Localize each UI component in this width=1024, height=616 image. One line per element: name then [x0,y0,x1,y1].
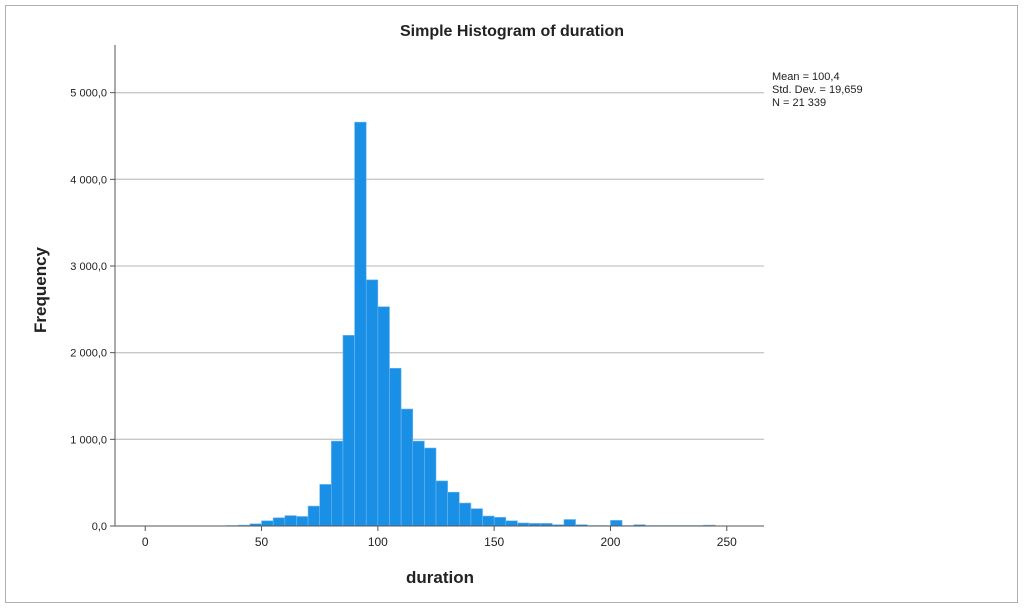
x-tick-label: 200 [600,535,620,549]
y-axis-label: Frequency [31,246,50,333]
histogram-bar [471,509,483,526]
histogram-bar [355,122,367,526]
x-tick-label: 100 [368,535,388,549]
y-tick-label: 0,0 [92,521,107,533]
stat-mean: Mean = 100,4 [772,71,840,83]
histogram-bar [389,368,401,526]
stat-n: N = 21 339 [772,97,826,109]
y-tick-label: 5 000,0 [70,88,107,100]
x-tick-label: 250 [717,535,737,549]
histogram-bar [413,441,425,526]
histogram-bar [506,521,518,526]
histogram-bar [459,503,471,526]
chart-frame [6,6,1018,603]
histogram-bar [610,520,622,526]
x-tick-label: 50 [255,535,269,549]
y-tick-label: 2 000,0 [70,348,107,360]
histogram-bar [401,409,413,526]
histogram-bar [424,448,436,526]
y-tick-label: 4 000,0 [70,174,107,186]
histogram-bar [320,484,332,526]
histogram-bar [262,521,274,526]
x-tick-label: 150 [484,535,504,549]
x-tick-label: 0 [142,535,149,549]
histogram-bar [331,441,343,526]
histogram-bar [273,518,285,526]
y-tick-label: 3 000,0 [70,261,107,273]
chart-title: Simple Histogram of duration [400,23,624,40]
histogram-bar [436,481,448,526]
histogram-bar [308,506,320,526]
histogram-bar [285,516,297,526]
histogram-bar [494,517,506,526]
histogram-bar [564,520,576,527]
y-tick-label: 1 000,0 [70,434,107,446]
histogram-bar [378,307,390,526]
x-axis-label: duration [406,568,474,587]
histogram-bar [366,280,378,526]
histogram-bar [483,516,495,526]
histogram-bar [343,335,355,526]
histogram-bar [296,516,308,526]
histogram-bar [448,492,460,526]
stat-std-dev: Std. Dev. = 19,659 [772,84,863,96]
